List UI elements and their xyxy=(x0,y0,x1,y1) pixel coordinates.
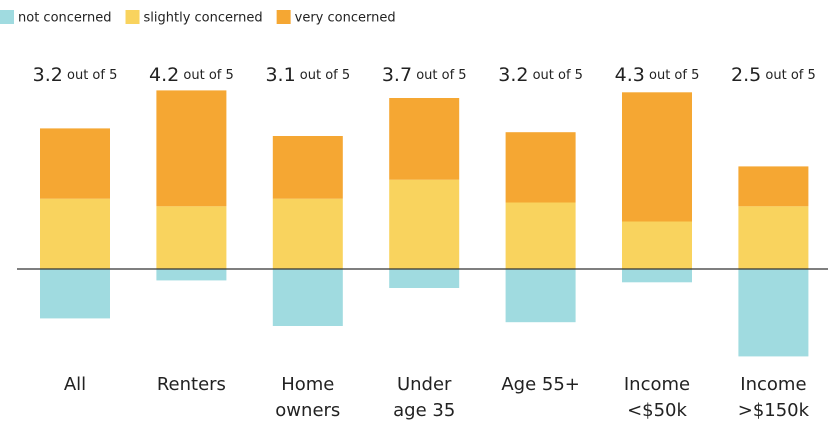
category-label: owners xyxy=(275,400,340,421)
score-suffix: out of 5 xyxy=(765,68,815,83)
score-value: 3.2 xyxy=(33,64,63,86)
category-label: Income xyxy=(740,374,806,395)
bar-segment xyxy=(272,269,343,326)
score-label: 4.2 out of 5 xyxy=(149,64,234,86)
category-label: Under xyxy=(397,374,452,395)
bar-segment xyxy=(622,269,692,283)
bar-segment xyxy=(505,269,576,323)
bar-segment xyxy=(272,136,343,199)
legend-label: not concerned xyxy=(18,11,112,26)
score-label: 3.1 out of 5 xyxy=(265,64,350,86)
legend-label: very concerned xyxy=(295,11,396,26)
bar-segment xyxy=(505,132,576,203)
category-label: Home xyxy=(281,374,334,395)
bar-segment xyxy=(156,90,227,207)
category-label: <$50k xyxy=(627,400,687,421)
bar-segment xyxy=(272,198,343,269)
legend-swatch xyxy=(276,10,291,24)
score-value: 4.2 xyxy=(149,64,179,86)
legend-swatch xyxy=(125,10,140,24)
category-label: All xyxy=(64,374,86,395)
category-label: Renters xyxy=(157,374,226,395)
bar-segment xyxy=(156,269,227,281)
bar-segment xyxy=(389,98,460,180)
score-suffix: out of 5 xyxy=(416,68,466,83)
score-suffix: out of 5 xyxy=(183,68,233,83)
category-label: Age 55+ xyxy=(501,374,580,395)
score-suffix: out of 5 xyxy=(300,68,350,83)
bar-segment xyxy=(622,221,692,269)
category-label: >$150k xyxy=(738,400,810,421)
score-label: 3.2 out of 5 xyxy=(498,64,583,86)
category-label: age 35 xyxy=(393,400,455,421)
score-suffix: out of 5 xyxy=(649,68,699,83)
legend-label: slightly concerned xyxy=(144,11,263,26)
score-suffix: out of 5 xyxy=(67,68,117,83)
bar-segment xyxy=(40,128,110,199)
category-label: Income xyxy=(624,374,690,395)
score-value: 3.2 xyxy=(498,64,528,86)
bar-segment xyxy=(622,92,692,222)
bar-segment xyxy=(389,179,460,269)
bar-segment xyxy=(738,269,809,357)
bar-segment xyxy=(40,198,110,269)
legend-swatch xyxy=(0,10,14,24)
score-label: 3.7 out of 5 xyxy=(382,64,467,86)
bar-segment xyxy=(389,269,460,288)
score-label: 3.2 out of 5 xyxy=(33,64,118,86)
bar-segment xyxy=(40,269,110,319)
bar-segment xyxy=(156,206,227,269)
score-label: 2.5 out of 5 xyxy=(731,64,816,86)
bar-segment xyxy=(738,206,809,269)
score-suffix: out of 5 xyxy=(533,68,583,83)
bar-segment xyxy=(738,166,809,207)
score-label: 4.3 out of 5 xyxy=(615,64,700,86)
score-value: 4.3 xyxy=(615,64,645,86)
score-value: 2.5 xyxy=(731,64,761,86)
bar-segment xyxy=(505,202,576,269)
score-value: 3.1 xyxy=(265,64,295,86)
score-value: 3.7 xyxy=(382,64,412,86)
